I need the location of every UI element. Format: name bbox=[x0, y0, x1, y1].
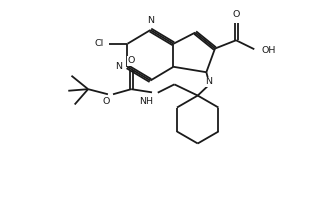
Text: O: O bbox=[128, 56, 135, 65]
Text: N: N bbox=[205, 77, 212, 86]
Text: OH: OH bbox=[261, 46, 276, 55]
Text: N: N bbox=[147, 16, 154, 25]
Text: N: N bbox=[115, 62, 122, 71]
Text: O: O bbox=[232, 10, 240, 19]
Text: NH: NH bbox=[140, 97, 154, 106]
Text: Cl: Cl bbox=[94, 39, 104, 48]
Text: O: O bbox=[102, 97, 110, 106]
